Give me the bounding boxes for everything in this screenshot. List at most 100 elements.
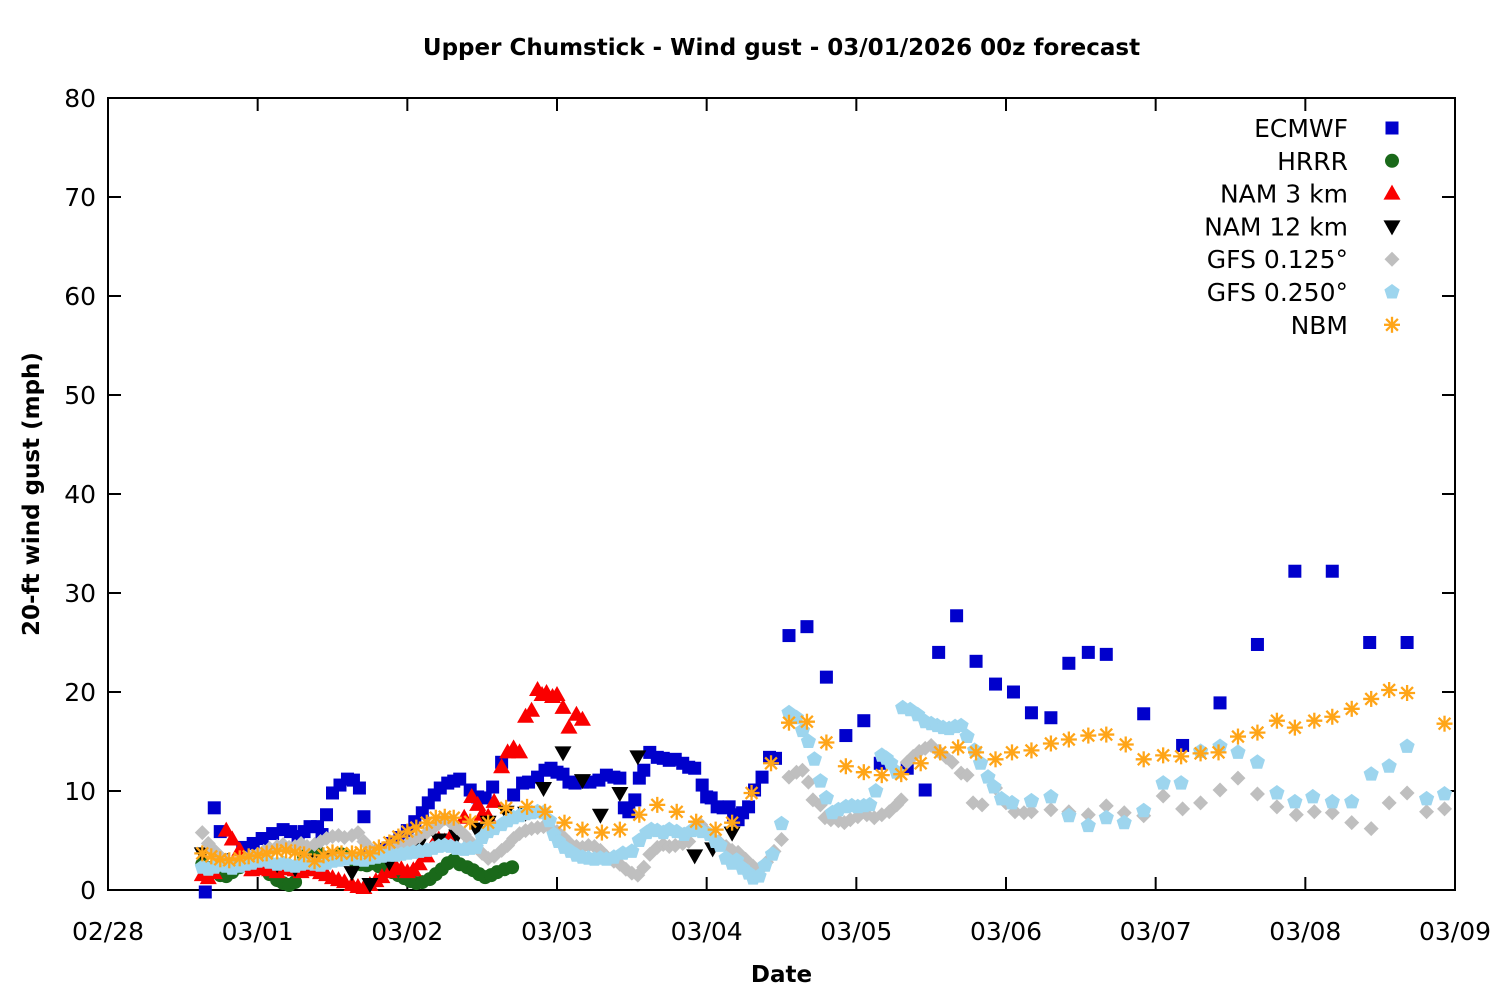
data-point-gfs-0-250 — [773, 815, 790, 831]
data-point-gfs-0-250 — [712, 837, 728, 852]
data-point-ecmwf — [1099, 647, 1113, 661]
data-point-ecmwf — [918, 783, 932, 797]
data-point-gfs-0-250 — [1363, 766, 1379, 781]
data-point-nbm — [429, 811, 443, 825]
data-point-ecmwf — [1176, 738, 1190, 752]
data-point-nbm — [1250, 725, 1265, 740]
x-tick-label: 03/08 — [1269, 917, 1341, 946]
data-point-ecmwf — [198, 885, 212, 899]
data-point-nbm — [1193, 746, 1208, 761]
data-point-nbm — [1119, 737, 1133, 752]
data-point-nbm — [297, 847, 311, 862]
data-point-nam-12-km — [591, 808, 609, 824]
data-point-nam-12-km — [361, 878, 379, 894]
data-point-ecmwf — [782, 629, 796, 643]
data-point-nbm — [1024, 743, 1039, 758]
data-point-gfs-0-125 — [1269, 799, 1285, 815]
data-point-nam-12-km — [723, 826, 741, 842]
data-point-nbm — [894, 767, 908, 781]
y-tick-label: 50 — [64, 381, 96, 410]
data-point-nam-3-km — [560, 718, 578, 734]
legend-marker-gfs-0-250 — [1384, 284, 1400, 299]
legend-marker-nam-3-km — [1383, 184, 1401, 200]
data-point-ecmwf — [266, 827, 280, 841]
data-point-ecmwf — [352, 781, 366, 795]
data-point-gfs-0-125 — [1212, 782, 1228, 798]
data-point-nbm — [969, 745, 983, 760]
x-tick-label: 03/05 — [820, 917, 892, 946]
data-point-nbm — [575, 822, 590, 837]
data-point-nam-12-km — [573, 774, 591, 790]
data-point-gfs-0-250 — [1344, 793, 1360, 809]
x-axis-title: Date — [750, 962, 813, 988]
data-point-nbm — [1005, 745, 1019, 760]
data-point-nbm — [1081, 728, 1096, 743]
data-point-nbm — [557, 815, 572, 830]
data-point-gfs-0-125 — [1175, 801, 1191, 817]
data-point-gfs-0-250 — [868, 783, 884, 798]
data-point-gfs-0-250 — [1173, 775, 1189, 790]
data-point-nbm — [222, 853, 236, 868]
data-point-ecmwf — [1363, 636, 1377, 649]
data-point-gfs-0-125 — [1324, 805, 1340, 821]
data-point-nbm — [481, 815, 495, 830]
data-point-gfs-0-125 — [1363, 821, 1379, 837]
data-point-nbm — [839, 759, 853, 773]
data-point-gfs-0-250 — [1080, 817, 1096, 833]
data-point-nbm — [670, 805, 684, 819]
data-point-ecmwf — [1325, 564, 1339, 578]
data-point-nbm — [382, 835, 397, 850]
data-point-nbm — [1400, 686, 1414, 700]
data-point-gfs-0-250 — [1116, 814, 1132, 830]
data-point-gfs-0-125 — [636, 859, 652, 875]
data-point-nam-12-km — [343, 866, 361, 882]
data-point-gfs-0-125 — [1437, 801, 1453, 817]
data-point-ecmwf — [950, 609, 964, 623]
data-point-ecmwf — [255, 832, 269, 846]
data-point-ecmwf — [1288, 564, 1302, 578]
data-point-gfs-0-125 — [944, 754, 960, 770]
data-point-gfs-0-250 — [1287, 793, 1303, 809]
data-point-gfs-0-250 — [624, 843, 640, 858]
legend-label-nam-3-km: NAM 3 km — [1220, 180, 1348, 209]
data-point-nbm — [447, 811, 461, 825]
data-point-gfs-0-125 — [1306, 804, 1322, 820]
data-point-gfs-0-250 — [1043, 788, 1059, 804]
data-point-ecmwf — [1006, 685, 1020, 699]
data-point-nbm — [1307, 713, 1322, 728]
data-point-gfs-0-250 — [818, 789, 834, 805]
data-point-gfs-0-125 — [1381, 795, 1397, 811]
x-tick-label: 03/04 — [671, 917, 743, 946]
y-tick-label: 20 — [64, 678, 96, 707]
data-point-gfs-0-125 — [893, 792, 909, 808]
x-tick-label: 03/09 — [1419, 917, 1491, 946]
data-point-gfs-0-125 — [774, 832, 789, 848]
data-point-gfs-0-250 — [986, 779, 1002, 794]
y-tick-label: 40 — [64, 480, 96, 509]
data-point-ecmwf — [320, 808, 334, 822]
data-point-nbm — [933, 745, 947, 760]
data-point-gfs-0-125 — [1399, 785, 1415, 801]
data-point-gfs-0-250 — [1230, 744, 1246, 759]
data-point-gfs-0-125 — [1155, 788, 1171, 804]
data-point-gfs-0-125 — [1288, 807, 1304, 823]
y-tick-label: 10 — [64, 777, 96, 806]
data-point-gfs-0-250 — [757, 857, 773, 872]
y-tick-label: 30 — [64, 579, 96, 608]
x-tick-label: 02/28 — [72, 917, 144, 946]
data-point-nbm — [204, 849, 218, 864]
data-point-nam-3-km — [493, 758, 511, 774]
data-point-nbm — [1211, 745, 1226, 760]
data-point-nbm — [1382, 683, 1396, 697]
data-point-nbm — [613, 822, 627, 837]
legend-label-gfs-0-250: GFS 0.250° — [1207, 278, 1348, 307]
legend-label-ecmwf: ECMWF — [1254, 114, 1348, 143]
data-point-nam-3-km — [410, 855, 428, 871]
data-point-ecmwf — [1062, 656, 1076, 670]
data-point-nbm — [764, 756, 778, 770]
legend-label-hrrr: HRRR — [1277, 147, 1348, 176]
data-point-gfs-0-125 — [1116, 805, 1132, 821]
data-point-ecmwf — [755, 770, 769, 784]
